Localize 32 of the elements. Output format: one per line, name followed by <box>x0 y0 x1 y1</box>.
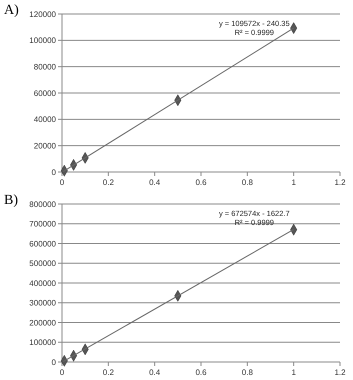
y-tick-label: 120000 <box>29 10 57 19</box>
x-tick-label: 0.4 <box>149 368 161 377</box>
y-tick-label: 600000 <box>29 239 57 248</box>
x-tick-label: 0.2 <box>102 178 114 187</box>
x-tick-label: 0 <box>60 368 65 377</box>
x-tick-label: 0 <box>60 178 65 187</box>
x-tick-label: 0.8 <box>242 368 254 377</box>
y-tick-label: 80000 <box>34 62 57 72</box>
x-tick-label: 0.2 <box>102 368 114 377</box>
x-tick-label: 1 <box>291 368 296 377</box>
y-tick-label: 700000 <box>29 220 57 229</box>
y-tick-label: 500000 <box>29 259 57 268</box>
x-tick-label: 1.2 <box>334 178 346 187</box>
y-tick-label: 40000 <box>34 115 57 124</box>
x-tick-label: 0.8 <box>242 178 254 187</box>
y-tick-label: 20000 <box>34 141 57 150</box>
x-tick-label: 0.4 <box>149 178 161 187</box>
chart-title: B) <box>4 193 18 208</box>
x-tick-label: 1 <box>291 178 296 187</box>
y-tick-label: 200000 <box>29 318 57 328</box>
y-tick-label: 800000 <box>29 200 57 209</box>
chart-title: A) <box>4 3 20 18</box>
y-tick-label: 0 <box>52 168 57 177</box>
x-tick-label: 0.6 <box>195 368 208 377</box>
y-tick-label: 100000 <box>29 338 57 348</box>
y-tick-label: 60000 <box>34 88 57 98</box>
y-tick-label: 300000 <box>29 298 57 308</box>
x-tick-label: 1.2 <box>334 368 346 377</box>
y-tick-label: 400000 <box>29 278 57 288</box>
y-tick-label: 100000 <box>29 36 57 46</box>
y-tick-label: 0 <box>52 358 57 367</box>
x-tick-label: 0.6 <box>195 178 208 187</box>
